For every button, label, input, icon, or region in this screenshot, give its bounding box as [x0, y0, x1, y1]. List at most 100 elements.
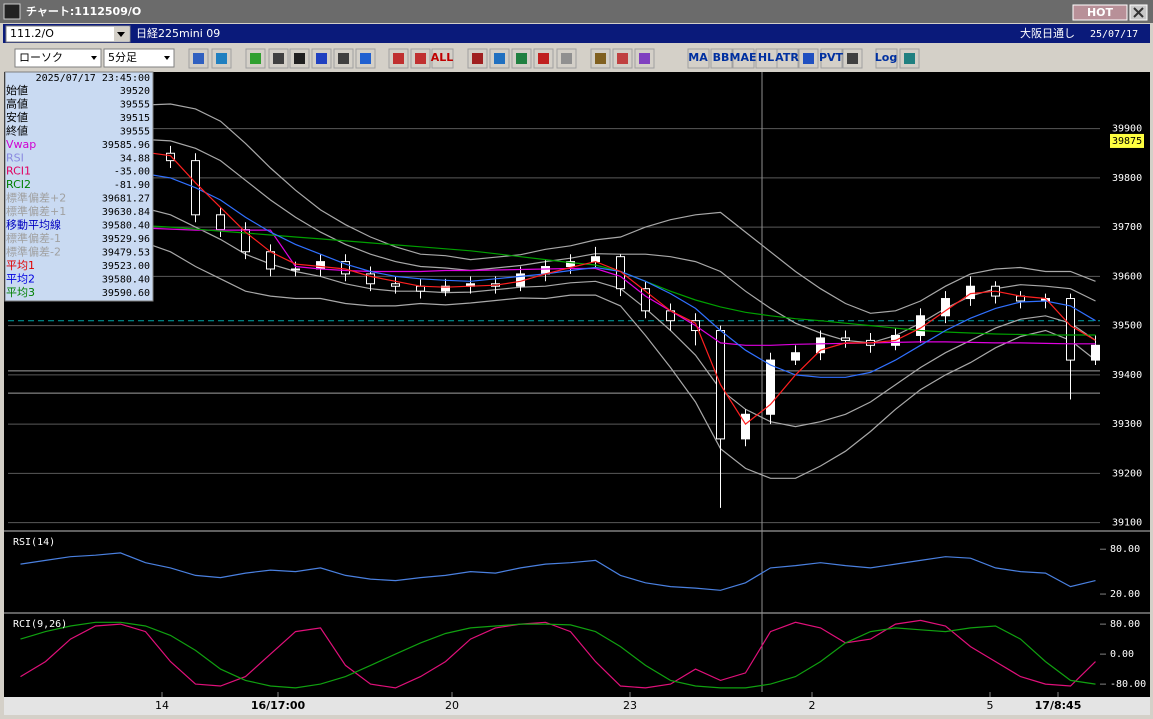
- indicator-line: [20, 621, 1096, 689]
- info-label: 標準偏差-2: [6, 244, 61, 258]
- candle-body: [441, 285, 450, 292]
- tool-label: MAE: [730, 51, 757, 64]
- tool-button[interactable]: [820, 48, 843, 69]
- indicator-line: [20, 619, 1096, 689]
- info-bar: [3, 24, 1150, 43]
- kind-text: ローソク: [19, 51, 63, 64]
- session: 大阪日通し: [1020, 26, 1075, 40]
- info-label: 標準偏差-1: [6, 231, 61, 245]
- candle-body: [566, 261, 575, 268]
- tool-icon: [847, 53, 858, 64]
- x-tick-label: 20: [445, 699, 459, 712]
- x-tick-label: 14: [155, 699, 169, 712]
- indicator-line: [20, 172, 1096, 378]
- info-label: 平均3: [6, 286, 35, 299]
- info-value: 39580.40: [102, 274, 150, 285]
- tool-label: PVT: [819, 51, 844, 64]
- dropdown-arrow: [117, 32, 125, 37]
- interval-select[interactable]: [103, 48, 175, 68]
- info-label: 終値: [6, 123, 28, 137]
- y-tick-label: 39900: [1112, 124, 1142, 135]
- tool-label: Log: [875, 51, 897, 64]
- candle-body: [1066, 298, 1075, 361]
- info-value: 39479.53: [102, 247, 150, 258]
- tool-button[interactable]: [732, 48, 755, 69]
- info-value: 39555: [120, 99, 150, 110]
- candle-body: [741, 413, 750, 440]
- info-panel: [4, 71, 154, 302]
- tool-button[interactable]: [710, 48, 733, 69]
- info-label: RCI1: [6, 165, 31, 178]
- y-tick-label: 39200: [1112, 468, 1142, 479]
- info-value: 39590.60: [102, 288, 150, 299]
- tool-icon: [216, 53, 227, 64]
- candle-body: [1091, 344, 1100, 361]
- tool-button[interactable]: [687, 48, 710, 69]
- candle-body: [416, 285, 425, 292]
- candle-body: [641, 288, 650, 312]
- tool-icon: [561, 53, 572, 64]
- tool-icon: [393, 53, 404, 64]
- info-datetime: 2025/07/17 23:45:00: [36, 73, 150, 84]
- plot-bg: [4, 72, 1150, 697]
- tool-button[interactable]: [431, 48, 454, 69]
- tool-button[interactable]: [776, 48, 799, 69]
- y-tick-label: 80.00: [1110, 619, 1140, 630]
- candle-body: [366, 273, 375, 285]
- indicator-line: [20, 103, 1096, 314]
- select-arrow: [164, 56, 170, 60]
- instrument: 日経225mini 09: [136, 27, 220, 40]
- symbol-input[interactable]: [5, 25, 131, 43]
- pane-title: RCI(9,26): [13, 619, 67, 630]
- symbol-text: 111.2/O: [10, 27, 54, 40]
- tool-icon: [294, 53, 305, 64]
- info-label: 移動平均線: [6, 218, 61, 232]
- y-tick-label: 39700: [1112, 222, 1142, 233]
- info-label: 始値: [6, 83, 28, 97]
- indicator-line: [20, 151, 1096, 425]
- info-value: 39523.00: [102, 261, 150, 272]
- info-label: RSI: [6, 151, 24, 164]
- tool-button[interactable]: [875, 48, 898, 69]
- y-tick-label: 39500: [1112, 321, 1142, 332]
- y-tick-label: 0.00: [1110, 649, 1134, 660]
- hot-label: HOT: [1087, 6, 1114, 19]
- title-bar: [0, 0, 1153, 23]
- candle-body: [266, 251, 275, 270]
- info-label: 平均2: [6, 272, 35, 285]
- info-value: 39520: [120, 86, 150, 97]
- y-tick-label: -80.00: [1110, 679, 1146, 690]
- tool-icon: [250, 53, 261, 64]
- y-tick-label: 39600: [1112, 271, 1142, 282]
- y-tick-label: 80.00: [1110, 544, 1140, 555]
- info-label: 安値: [6, 110, 28, 124]
- tool-label: ATR: [775, 51, 799, 64]
- tool-icon: [617, 53, 628, 64]
- candle-body: [341, 261, 350, 275]
- select-arrow: [91, 56, 97, 60]
- info-value: 39585.96: [102, 140, 150, 151]
- info-label: 平均1: [6, 259, 35, 272]
- indicator-line: [20, 233, 1096, 479]
- candle-body: [941, 298, 950, 317]
- indicator-line: [20, 552, 1096, 591]
- candle-body: [591, 256, 600, 263]
- info-value: -35.00: [114, 167, 150, 178]
- info-value: 34.88: [120, 153, 150, 164]
- tool-icon: [193, 53, 204, 64]
- tool-icon: [472, 53, 483, 64]
- info-label: 高値: [6, 96, 28, 110]
- info-value: 39555: [120, 126, 150, 137]
- kind-select[interactable]: [14, 48, 102, 68]
- info-value: 39515: [120, 113, 150, 124]
- x-tick-label: 16/17:00: [251, 699, 306, 712]
- y-tick-label: 39300: [1112, 419, 1142, 430]
- info-value: 39681.27: [102, 194, 150, 205]
- tool-icon: [516, 53, 527, 64]
- hot-button[interactable]: [1072, 4, 1128, 21]
- candle-body: [166, 152, 175, 162]
- window-title: チャート:1112509/O: [26, 5, 141, 18]
- candle-body: [316, 261, 325, 270]
- info-value: 39630.84: [102, 207, 150, 218]
- candle-body: [966, 285, 975, 300]
